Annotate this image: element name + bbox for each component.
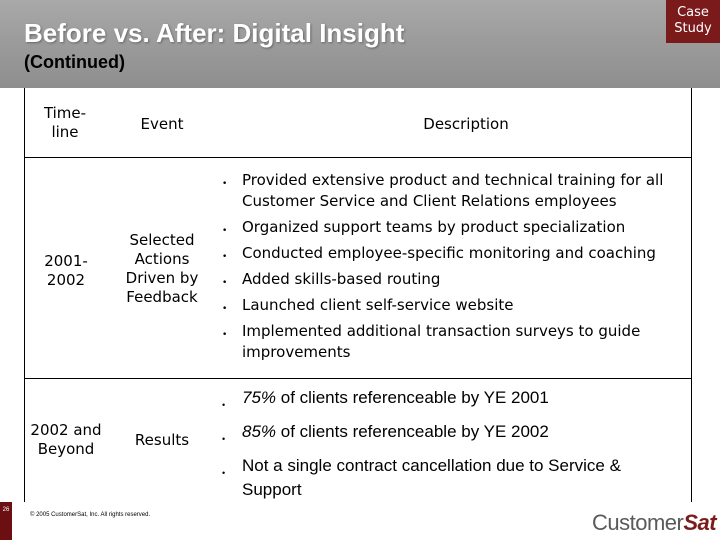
copyright-notice: © 2005 CustomerSat, Inc. All rights rese… (30, 512, 151, 518)
table-right-border (691, 88, 692, 502)
description-bullet: • Conducted employee-specific monitoring … (222, 243, 682, 264)
bullet-text: Added skills-based routing (242, 270, 441, 288)
row2-event: Results (134, 431, 190, 449)
table-left-border (24, 88, 25, 502)
header-bar: Before vs. After: Digital Insight (Conti… (0, 0, 720, 88)
row2-description-list: • 75% of clients referenceable by YE 2001… (222, 386, 684, 512)
result-percent: 75% (242, 388, 277, 407)
bullet-text: Launched client self-service website (242, 296, 514, 314)
row1-timeline: 2001- 2002 (44, 252, 88, 289)
bullet-text: Implemented additional transaction surve… (242, 322, 641, 361)
result-text: Not a single contract cancellation due t… (242, 456, 621, 499)
badge-line-1: Case (677, 5, 709, 20)
page-number: 26 (0, 502, 12, 540)
case-study-badge: Case Study (666, 0, 720, 43)
table-divider-top (24, 157, 692, 158)
result-text: of clients referenceable by YE 2001 (276, 388, 549, 407)
bullet-dot: • (222, 252, 228, 262)
description-bullet: • Launched client self-service website (222, 295, 682, 316)
description-bullet: • Added skills-based routing (222, 269, 682, 290)
description-bullet: • Implemented additional transaction surv… (222, 321, 682, 363)
bullet-dot: • (222, 400, 226, 410)
result-text: of clients referenceable by YE 2002 (276, 422, 549, 441)
logo-text-customer: Customer (592, 510, 684, 535)
bullet-dot: • (222, 278, 228, 288)
row1-description-list: • Provided extensive product and technica… (222, 170, 682, 368)
result-bullet: • 75% of clients referenceable by YE 2001 (222, 386, 684, 410)
bullet-text: Conducted employee-specific monitoring a… (242, 244, 656, 262)
bullet-dot: • (222, 226, 228, 236)
description-bullet: • Organized support teams by product spec… (222, 217, 682, 238)
column-header-description: Description (423, 115, 509, 133)
row2-timeline: 2002 and Beyond (30, 421, 102, 458)
bullet-text: Provided extensive product and technical… (242, 171, 664, 210)
bullet-dot: • (222, 468, 226, 478)
customersat-logo: CustomerSat (592, 510, 717, 536)
bullet-text: Organized support teams by product speci… (242, 218, 626, 236)
result-bullet: • 85% of clients referenceable by YE 2002 (222, 420, 684, 444)
slide-subtitle: (Continued) (24, 52, 125, 72)
table-divider-middle (24, 378, 692, 379)
result-percent: 85% (242, 422, 277, 441)
logo-text-sat: Sat (683, 510, 717, 535)
bullet-dot: • (222, 304, 228, 314)
slide-title: Before vs. After: Digital Insight (24, 18, 405, 48)
bullet-dot: • (222, 330, 228, 340)
badge-line-2: Study (674, 21, 712, 36)
result-bullet: • Not a single contract cancellation due … (222, 454, 684, 502)
column-header-timeline: Time- line (43, 104, 87, 141)
column-header-event: Event (140, 115, 184, 133)
row1-event: Selected Actions Driven by Feedback (125, 231, 199, 306)
bullet-dot: • (222, 179, 228, 189)
description-bullet: • Provided extensive product and technica… (222, 170, 682, 212)
bullet-dot: • (222, 434, 226, 444)
